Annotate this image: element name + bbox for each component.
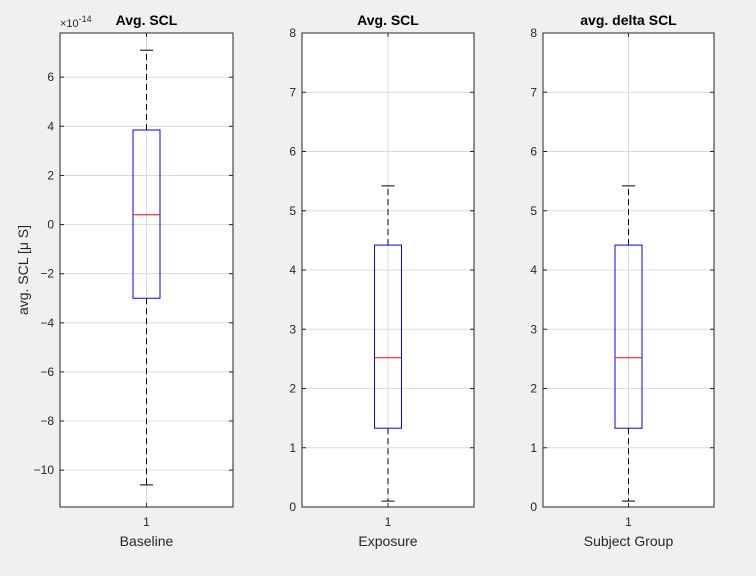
y-tick-label: −10 xyxy=(34,463,55,477)
chart-title: Avg. SCL xyxy=(116,12,178,28)
y-tick-label: 2 xyxy=(47,168,54,182)
y-tick-label: 0 xyxy=(530,500,537,514)
box-iqr xyxy=(614,244,643,429)
chart-title: Avg. SCL xyxy=(357,12,419,28)
y-tick-label: 6 xyxy=(289,145,296,159)
y-tick-label: −4 xyxy=(40,316,54,330)
y-tick-label: 5 xyxy=(530,204,537,218)
y-tick-label: 1 xyxy=(530,441,537,455)
y-tick-label: 4 xyxy=(47,119,54,133)
chart-panel-3: 8 7 6 5 4 3 2 1 0 1 avg. delta SCL Subject Group xyxy=(530,12,715,549)
box-iqr xyxy=(374,244,402,429)
y-tick-label: −8 xyxy=(40,414,54,428)
y-tick-label: 1 xyxy=(289,441,296,455)
y-tick-label: 3 xyxy=(530,322,537,336)
chart-panel-2: 8 7 6 5 4 3 2 1 0 1 Avg. SCL Exposure xyxy=(289,12,475,549)
x-axis-label: Subject Group xyxy=(584,533,674,549)
y-tick-label: 4 xyxy=(530,263,537,277)
box-iqr xyxy=(132,129,161,299)
chart-title: avg. delta SCL xyxy=(580,12,677,28)
x-tick-label: 1 xyxy=(143,515,150,529)
y-tick-label: 8 xyxy=(530,26,537,40)
y-exponent-label: ×10-14 xyxy=(60,14,92,30)
chart-panel-1: 6 4 2 0 −2 −4 −6 −8 −10 1 Avg. SCL Baseline avg. SCL… xyxy=(15,12,234,549)
y-tick-label: −6 xyxy=(40,365,54,379)
y-tick-label: 4 xyxy=(289,263,296,277)
y-tick-label: 8 xyxy=(289,26,296,40)
y-tick-label: 0 xyxy=(289,500,296,514)
y-tick-label: 2 xyxy=(289,382,296,396)
y-tick-label: −2 xyxy=(40,267,54,281)
y-tick-label: 2 xyxy=(530,382,537,396)
y-tick-label: 0 xyxy=(47,218,54,232)
x-axis-label: Baseline xyxy=(120,533,174,549)
y-tick-label: 6 xyxy=(47,70,54,84)
x-tick-label: 1 xyxy=(625,515,632,529)
x-tick-label: 1 xyxy=(385,515,392,529)
y-tick-label: 7 xyxy=(530,85,537,99)
y-tick-label: 6 xyxy=(530,145,537,159)
y-axis-label: avg. SCL [μ S] xyxy=(15,225,31,315)
y-tick-label: 5 xyxy=(289,204,296,218)
x-axis-label: Exposure xyxy=(358,533,417,549)
y-tick-label: 7 xyxy=(289,85,296,99)
y-exponent-power: -14 xyxy=(79,14,92,24)
y-tick-label: 3 xyxy=(289,322,296,336)
